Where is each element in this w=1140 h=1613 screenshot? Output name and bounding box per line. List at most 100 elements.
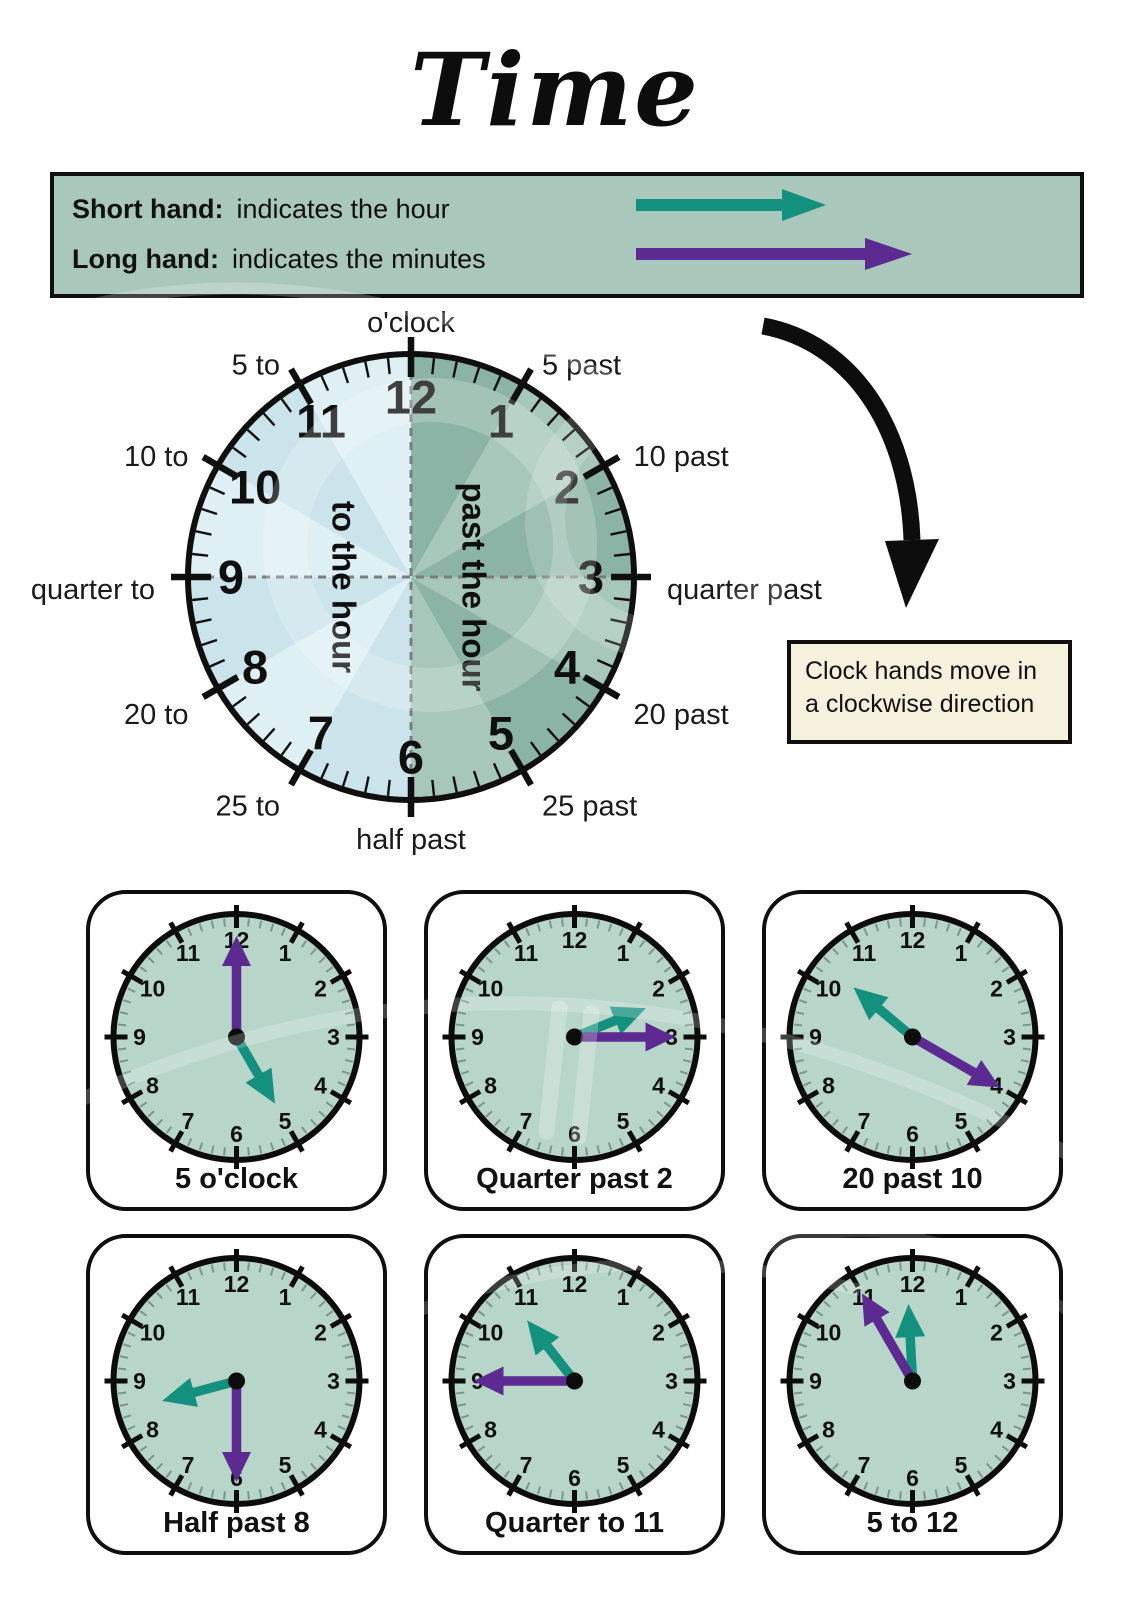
clock-number: 9 <box>133 1024 146 1050</box>
minute-tick <box>525 1481 531 1491</box>
minute-tick <box>986 1118 993 1127</box>
minute-tick <box>886 920 891 929</box>
minute-tick <box>344 1403 354 1407</box>
past-the-hour-label: past the hour <box>456 482 493 691</box>
minute-tick <box>280 1271 286 1281</box>
hour-tick <box>796 968 820 985</box>
clock-number: 11 <box>176 940 201 966</box>
minute-tick <box>119 1355 129 1359</box>
clock-sector <box>411 577 631 687</box>
minute-tick <box>341 1343 350 1348</box>
minute-tick <box>192 552 209 557</box>
minute-tick <box>503 940 511 948</box>
minute-tick <box>675 1331 684 1337</box>
minute-tick <box>195 530 212 536</box>
minute-tick <box>139 1445 148 1452</box>
minute-tick <box>310 1462 317 1471</box>
minute-tick <box>232 695 247 708</box>
minute-tick <box>585 1147 588 1156</box>
hour-tick <box>626 1474 643 1497</box>
center-pin <box>904 1028 921 1046</box>
minute-tick <box>679 1070 688 1075</box>
minute-tick <box>604 507 621 516</box>
minute-tick <box>525 927 531 937</box>
minute-tick <box>832 947 839 956</box>
hour-tick <box>844 1474 861 1497</box>
clock-number: 2 <box>554 461 580 514</box>
minute-tick <box>269 923 275 932</box>
minute-tick <box>536 1486 542 1495</box>
clock-number: 12 <box>562 1271 588 1297</box>
hour-tick <box>458 1433 482 1450</box>
hour-tick <box>1005 1433 1029 1450</box>
minute-tick <box>139 1310 148 1317</box>
clock-number: 5 <box>617 1452 630 1478</box>
clock-sector <box>301 357 411 577</box>
clock-number: 4 <box>554 641 580 694</box>
minute-tick <box>485 1454 493 1462</box>
minute-tick <box>596 486 613 496</box>
clock-number: 2 <box>990 1320 1003 1346</box>
clock-sector <box>411 357 521 577</box>
clock-number: 6 <box>398 731 424 784</box>
minute-tick <box>325 1445 334 1452</box>
minute-tick <box>823 1454 831 1462</box>
minute-tick <box>841 1284 849 1292</box>
minute-tick <box>648 1291 655 1300</box>
clock-number: 10 <box>478 976 504 1002</box>
hour-tick <box>458 968 482 985</box>
minute-tick <box>607 1142 613 1151</box>
minute-tick <box>986 1291 993 1300</box>
minute-tick <box>346 1047 355 1051</box>
hour-tick <box>329 968 353 985</box>
minute-tick <box>607 923 613 932</box>
minute-tick <box>209 486 226 496</box>
hour-tick <box>288 1265 305 1288</box>
minute-tick <box>536 923 542 932</box>
minute-tick <box>472 770 481 787</box>
minute-tick <box>127 987 136 993</box>
hour-tick <box>964 921 981 944</box>
clock-number: 7 <box>308 706 334 759</box>
minute-tick <box>119 1403 129 1407</box>
clock-number: 2 <box>990 976 1003 1002</box>
minute-tick <box>280 741 293 756</box>
clock-number: 8 <box>484 1417 497 1443</box>
minute-tick <box>318 1110 326 1118</box>
minute-tick <box>684 1047 693 1051</box>
minute-tick <box>841 1126 849 1134</box>
minute-tick <box>663 1445 672 1452</box>
minute-tick <box>548 1145 553 1154</box>
clock-sector <box>411 467 631 577</box>
minute-tick <box>536 1142 542 1151</box>
minute-tick <box>232 446 247 459</box>
minute-tick <box>300 940 308 948</box>
minute-tick <box>923 1147 926 1156</box>
minute-hand <box>862 1293 921 1390</box>
outer-label-25-to: 25 to <box>216 791 281 823</box>
minute-tick <box>923 1262 926 1271</box>
clock-number: 2 <box>652 1320 665 1346</box>
minute-tick <box>684 1023 693 1027</box>
minute-tick <box>682 1059 692 1063</box>
minute-tick <box>258 1145 263 1154</box>
minute-tick <box>794 1023 803 1027</box>
minute-tick <box>246 428 261 442</box>
minute-tick <box>815 966 824 973</box>
outer-label-quarter-to: quarter to <box>31 574 155 606</box>
clock-sector <box>411 386 602 577</box>
minute-tick <box>945 1486 951 1495</box>
minute-tick <box>638 1470 646 1478</box>
legend-term-long-hand: Long hand: <box>72 244 219 274</box>
minute-tick <box>165 1284 173 1292</box>
minute-tick <box>618 927 624 937</box>
clock-number: 5 <box>617 1108 630 1134</box>
minute-tick <box>258 920 263 929</box>
minute-tick <box>976 1126 984 1134</box>
minute-hand-head <box>966 1059 1000 1088</box>
minute-tick <box>477 966 486 973</box>
minute-tick <box>341 367 350 384</box>
center-pin <box>566 1028 583 1046</box>
minute-tick <box>823 956 831 964</box>
